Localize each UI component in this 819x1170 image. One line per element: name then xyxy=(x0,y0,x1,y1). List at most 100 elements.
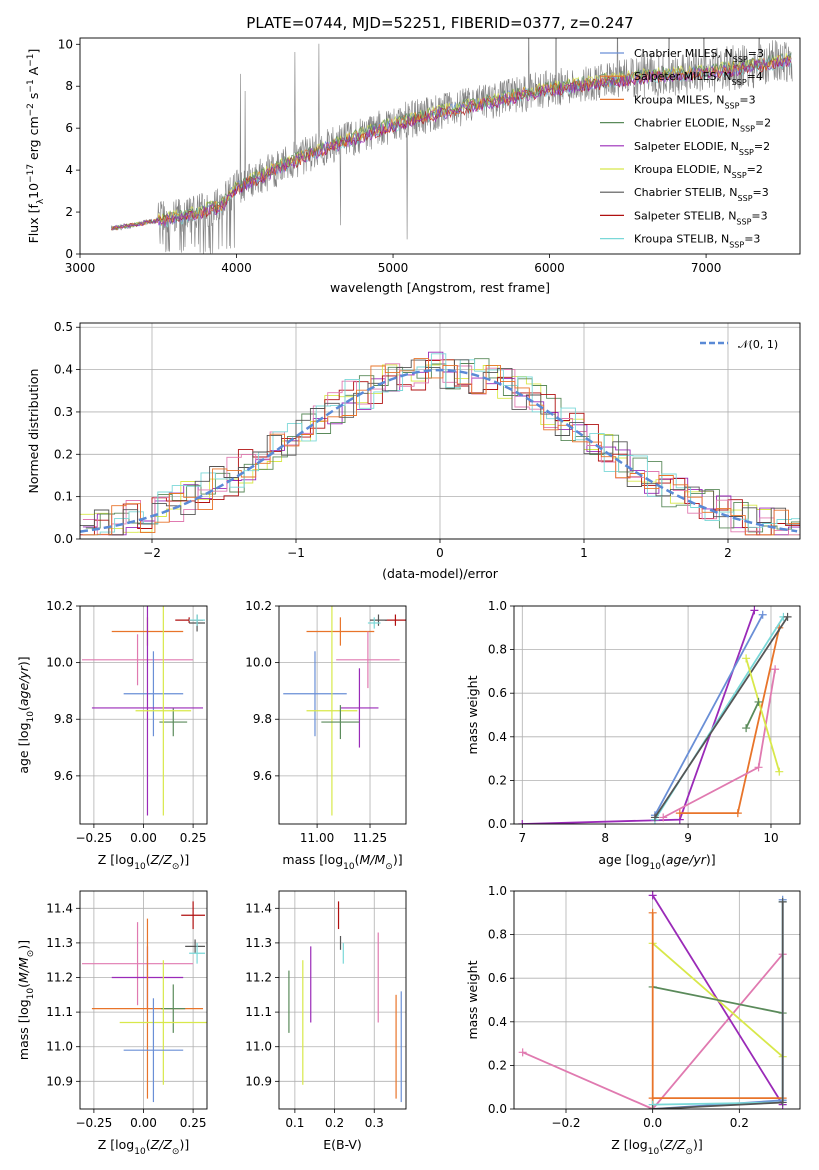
label-part: ⊙ xyxy=(172,862,180,872)
legend-text: Chabrier STELIB, N xyxy=(634,186,738,199)
label-part: λ xyxy=(36,198,46,204)
x-tick-label: −0.2 xyxy=(551,1116,580,1130)
errorbar-point-chabrier_elodie xyxy=(161,984,186,1033)
axes-age_vs_mass: 11.00 11.25 9.6 9.8 10.0 10.2 mass [log10(M/M⊙… xyxy=(245,599,407,872)
errorbar-point-salpeter_elodie xyxy=(340,668,379,748)
x-tick-label: −0.25 xyxy=(76,1116,113,1130)
y-tick-label: 0.6 xyxy=(488,971,507,985)
errorbar-point-salpeter_elodie xyxy=(91,606,204,816)
label-part: mass weight xyxy=(465,960,480,1039)
label-part: 10 xyxy=(343,862,355,872)
y-tick-label: 10.9 xyxy=(245,1074,272,1088)
legend-tail: =3 xyxy=(753,186,769,199)
label-part: Z/Z xyxy=(150,1137,173,1152)
grid xyxy=(514,890,800,1110)
label-part: ⊙ xyxy=(172,1147,180,1157)
y-tick-label: 10.0 xyxy=(46,656,73,670)
legend-text: Chabrier MILES, N xyxy=(634,47,733,60)
errorbar-point-pink xyxy=(336,631,400,689)
x-tick-label: 0.3 xyxy=(365,1116,384,1130)
y-tick-label: 11.4 xyxy=(46,901,73,915)
legend-text: Chabrier ELODIE, N xyxy=(634,117,740,130)
legend-entry: Chabrier STELIB, NSSP=3 xyxy=(634,186,769,203)
label-part: mass [log xyxy=(282,852,343,867)
grid xyxy=(80,323,800,540)
legend-entry: Salpeter ELODIE, NSSP=2 xyxy=(634,140,770,157)
weight-marker xyxy=(778,897,787,906)
y-tick-label: 0.2 xyxy=(488,773,507,787)
y-tick-label: 11.1 xyxy=(245,1005,272,1019)
y-tick-label: 0.4 xyxy=(54,363,73,377)
weight-marker xyxy=(518,1048,527,1057)
x-tick-label: 0.2 xyxy=(325,1116,344,1130)
axes-frame xyxy=(278,605,407,825)
label-part: s xyxy=(26,93,41,104)
label-part: )] xyxy=(393,852,403,867)
weight-marker xyxy=(783,612,792,621)
label-part: age/yr xyxy=(666,852,707,867)
x-tick-label: 0.00 xyxy=(130,1116,157,1130)
x-axis-label: Z [log10(Z/Z⊙)] xyxy=(611,1137,702,1157)
y-axis-label: mass weight xyxy=(465,960,480,1039)
label-part: age [log xyxy=(598,852,649,867)
plot-area xyxy=(110,38,793,254)
legend-sub: SSP xyxy=(729,240,744,249)
label-part: Z/Z xyxy=(663,1137,686,1152)
label-part: (data-model)/error xyxy=(382,566,499,581)
weight-line-chabrier_elodie xyxy=(652,986,783,1014)
y-tick-label: 0.4 xyxy=(488,1015,507,1029)
errorbar-point-chabrier_stelib xyxy=(370,614,387,626)
legend-entry: Kroupa MILES, NSSP=3 xyxy=(634,93,756,110)
label-part: age [log xyxy=(16,722,31,773)
y-tick-label: 11.1 xyxy=(46,1005,73,1019)
legend-sub: SSP xyxy=(724,101,739,110)
errorbar-point-kroupa_elodie xyxy=(306,606,358,816)
axes-frame xyxy=(79,322,801,540)
label-part: Z/Z xyxy=(150,852,173,867)
y-tick-label: 10.9 xyxy=(46,1074,73,1088)
errorbar-point-chabrier_elodie xyxy=(321,705,360,740)
x-tick-label: 5000 xyxy=(378,261,409,275)
weight-marker xyxy=(778,1098,787,1107)
label-part: )] xyxy=(16,940,31,950)
plot-area xyxy=(80,351,800,536)
axes-frame xyxy=(513,890,801,1110)
y-axis-label: mass weight xyxy=(465,675,480,754)
weight-marker xyxy=(733,809,742,818)
y-tick-label: 4 xyxy=(65,163,73,177)
y-tick-label: 0 xyxy=(65,247,73,261)
model-spectrum-salpeter_elodie xyxy=(111,56,792,230)
axes-frame xyxy=(278,890,407,1110)
x-tick-label: 2 xyxy=(724,546,732,560)
legend-sub: SSP xyxy=(739,147,754,156)
errorbar-point-salpeter_stelib xyxy=(384,614,406,626)
y-tick-label: 11.3 xyxy=(245,936,272,950)
label-part: ⊙ xyxy=(685,1147,693,1157)
errorbar-point-salpeter_miles xyxy=(91,918,204,1099)
x-tick-label: 3000 xyxy=(65,261,96,275)
x-tick-label: −2 xyxy=(143,546,161,560)
x-tick-label: 10 xyxy=(763,831,778,845)
legend-tail: =3 xyxy=(739,93,755,106)
axes-spectrum: 3000 4000 5000 6000 7000 0 2 4 6 8 10 wavelength [A… xyxy=(26,37,801,295)
x-tick-label: 0.2 xyxy=(730,1116,749,1130)
errorbar-point-kroupa_stelib xyxy=(189,942,206,964)
label-part: )] xyxy=(179,1137,189,1152)
weight-marker xyxy=(518,820,527,824)
label-part: mass weight xyxy=(465,675,480,754)
x-tick-label: 7 xyxy=(518,831,526,845)
errorbar-point-salpeter_stelib xyxy=(181,901,206,930)
weight-marker xyxy=(775,767,784,776)
grid xyxy=(80,605,207,824)
weight-marker xyxy=(742,654,751,663)
legend-text: Salpeter MILES, N xyxy=(634,70,732,83)
legend-sub: SSP xyxy=(738,194,753,203)
weight-marker xyxy=(648,891,657,900)
errorbar-point-pink xyxy=(81,922,194,1006)
axes-weight_vs_Z: −0.2 0.0 0.2 0.0 0.2 0.4 0.6 0.8 1.0 Z [log10(Z/Z… xyxy=(465,884,801,1157)
y-axis-label: age [log10(age/yr)] xyxy=(16,656,36,773)
weight-marker xyxy=(675,809,684,818)
y-tick-label: 10.2 xyxy=(46,599,73,613)
legend-text: Kroupa STELIB, N xyxy=(634,233,729,246)
